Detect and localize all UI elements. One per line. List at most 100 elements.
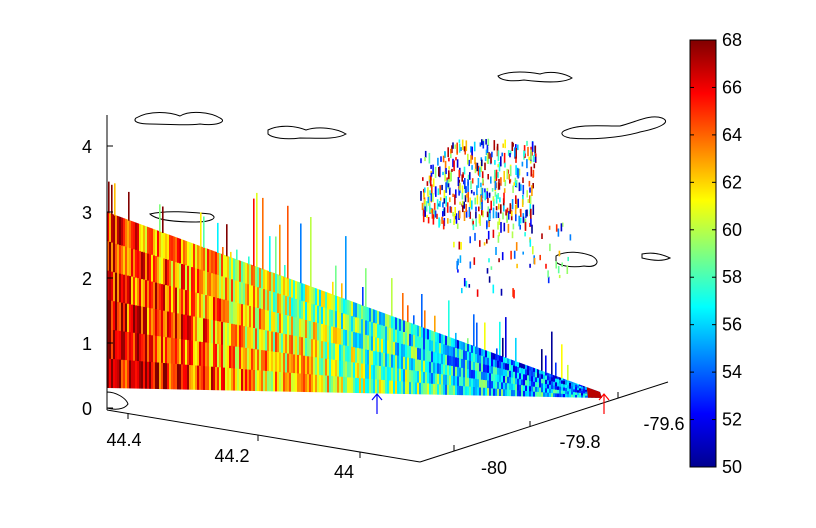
cluster-point-289: [488, 220, 490, 228]
curtain-cell-246: [189, 241, 192, 267]
curtain-cell-808: [375, 365, 378, 380]
curtain-cell-119: [145, 361, 148, 390]
curtain-cell-645: [321, 341, 324, 359]
curtain-cell-111: [143, 306, 146, 335]
cluster-point-335: [435, 186, 437, 197]
curtain-cell-429: [249, 327, 252, 350]
curtain-cell-258: [193, 243, 196, 269]
cluster-point-285: [514, 147, 516, 157]
curtain-cell-676: [331, 359, 334, 377]
curtain-cell-904: [407, 369, 410, 383]
cluster-point-274: [430, 193, 433, 202]
cluster-point-43: [515, 213, 517, 222]
curtain-cell-487: [269, 291, 272, 312]
curtain-cell-56: [125, 275, 128, 305]
curtain-cell-779: [365, 378, 368, 394]
spike-46: [505, 317, 507, 358]
spike-12: [236, 249, 238, 260]
curtain-cell-1268: [529, 375, 532, 382]
curtain-cell-1383: [567, 388, 570, 392]
curtain-cell-688: [335, 360, 338, 377]
curtain-cell-550: [289, 353, 292, 374]
cluster-point-430: [456, 223, 459, 229]
curtain-cell-619: [313, 304, 316, 323]
curtain-cell-537: [285, 334, 288, 354]
cluster-point-115: [488, 152, 490, 159]
cluster-point-263: [475, 211, 477, 219]
cluster-point-432: [463, 278, 466, 287]
curtain-cell-1187: [501, 389, 504, 397]
spike-40: [473, 314, 475, 347]
curtain-cell-218: [179, 288, 182, 315]
curtain-cell-874: [397, 368, 400, 382]
curtain-cell-612: [311, 286, 314, 305]
curtain-cell-898: [405, 369, 408, 383]
curtain-cell-232: [183, 339, 186, 366]
curtain-cell-481: [267, 290, 270, 312]
cluster-point-23: [429, 190, 431, 196]
curtain-cell-893: [403, 381, 406, 395]
curtain-cell-1160: [493, 366, 496, 375]
curtain-cell-1035: [451, 366, 454, 377]
curtain-cell-1311: [543, 383, 546, 389]
curtain-cell-1159: [493, 359, 496, 368]
curtain-cell-1344: [555, 374, 558, 380]
cluster-point-169: [494, 160, 496, 165]
curtain-cell-792: [371, 308, 374, 323]
curtain-cell-1276: [531, 386, 534, 393]
curtain-cell-862: [393, 367, 396, 382]
curtain-cell-866: [395, 342, 398, 356]
cluster-point-42: [503, 188, 506, 193]
cluster-point-44: [484, 192, 486, 201]
curtain-cell-467: [261, 370, 264, 392]
curtain-cell-1418: [579, 388, 582, 392]
curtain-cell-851: [389, 380, 392, 395]
cluster-point-78: [500, 204, 502, 214]
curtain-cell-133: [151, 254, 154, 283]
cluster-point-337: [475, 206, 477, 211]
curtain-cell-831: [383, 353, 386, 368]
curtain-cell-946: [421, 371, 424, 384]
curtain-cell-1139: [485, 387, 488, 397]
curtain-cell-1423: [581, 386, 584, 390]
curtain-cell-685: [335, 311, 338, 329]
curtain-cell-398: [239, 303, 242, 326]
curtain-cell-452: [257, 308, 260, 330]
curtain-cell-24: [115, 214, 118, 245]
curtain-cell-711: [343, 345, 346, 362]
curtain-cell-134: [151, 281, 154, 309]
curtain-cell-1124: [481, 363, 484, 373]
curtain-cell-1102: [473, 378, 476, 388]
cluster-point-281: [526, 172, 529, 177]
curtain-cell-477: [265, 330, 268, 352]
curtain-cell-903: [407, 357, 410, 371]
curtain-cell-749: [355, 377, 358, 394]
curtain-cell-620: [313, 322, 316, 341]
curtain-cell-815: [377, 379, 380, 395]
curtain-cell-401: [239, 368, 242, 392]
curtain-cell-385: [235, 280, 238, 304]
curtain-cell-299: [205, 366, 208, 391]
curtain-cell-413: [243, 369, 246, 392]
curtain-cell-582: [301, 282, 304, 302]
spike-47: [515, 337, 517, 362]
cluster-point-411: [495, 247, 497, 255]
curtain-cell-454: [257, 349, 260, 371]
curtain-cell-1126: [481, 379, 484, 389]
curtain-cell-257: [191, 365, 194, 391]
curtain-cell-1230: [517, 361, 520, 368]
curtain-cell-162: [161, 231, 164, 259]
curtain-cell-333: [217, 321, 220, 345]
curtain-cell-430: [249, 348, 252, 371]
curtain-cell-231: [183, 314, 186, 341]
curtain-cell-474: [265, 269, 268, 291]
curtain-cell-1413: [577, 390, 580, 394]
curtain-cell-1305: [541, 383, 544, 389]
curtain-cell-48: [123, 217, 126, 247]
curtain-cell-469: [263, 289, 266, 311]
curtain-cell-944: [421, 348, 424, 361]
curtain-cell-753: [357, 348, 360, 364]
curtain-cell-1342: [553, 389, 556, 394]
curtain-cell-567: [295, 336, 298, 356]
curtain-cell-343: [221, 276, 224, 300]
